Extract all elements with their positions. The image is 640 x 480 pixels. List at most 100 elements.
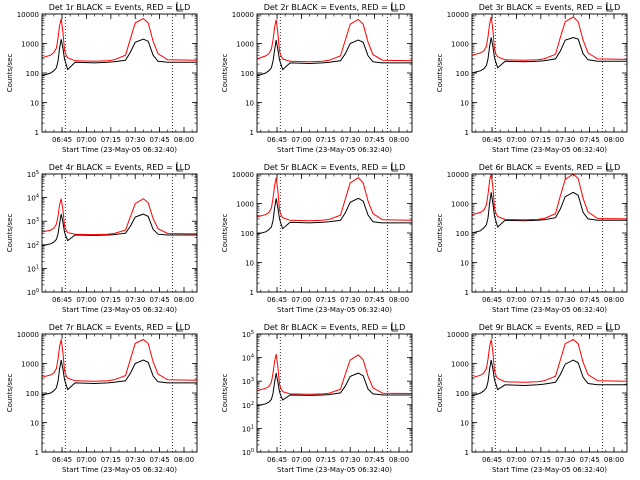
y-tick-label: 100	[456, 70, 469, 78]
corner-glyph-icon	[606, 322, 613, 332]
x-tick-label: 06:45	[52, 456, 72, 464]
series-events-line	[256, 197, 412, 235]
plot-frame	[41, 333, 198, 453]
corner-glyph-icon	[606, 162, 613, 172]
detector-panel-4: Det 4r BLACK = Events, RED = LLD 100 101 10…	[6, 162, 198, 314]
series-lld-line	[41, 17, 198, 62]
panel-title: Det 2r BLACK = Events, RED = LLD	[264, 3, 406, 12]
plot-frame	[41, 173, 198, 293]
detector-panel-8: Det 8r BLACK = Events, RED = LLD 100 101 10…	[221, 322, 413, 474]
y-tick-label: 10000	[232, 11, 254, 19]
series-events-line	[41, 213, 197, 247]
x-tick-label: 06:45	[52, 136, 72, 144]
x-tick-label: 08:00	[389, 456, 409, 464]
x-tick-label: 08:00	[174, 136, 194, 144]
detector-panel-7: Det 7r BLACK = Events, RED = LLD 1 10 100 10…	[6, 322, 198, 474]
detector-panel-3: Det 3r BLACK = Events, RED = LLD 1 10 100 10…	[436, 2, 628, 154]
x-tick-label: 07:30	[555, 456, 575, 464]
series-events-line	[41, 359, 197, 396]
x-tick-label: 07:15	[531, 296, 551, 304]
y-tick-label: 102	[242, 401, 254, 410]
y-axis-label: Counts/sec	[6, 54, 14, 93]
corner-glyph-icon	[176, 322, 183, 332]
x-tick-label: 07:00	[506, 136, 526, 144]
x-axis-label: Start Time (23-May-05 06:32:40)	[277, 306, 392, 314]
y-axis-label: Counts/sec	[436, 214, 444, 253]
x-tick-label: 07:45	[365, 136, 385, 144]
series-lld-line	[256, 177, 413, 222]
x-tick-label: 07:15	[531, 136, 551, 144]
y-tick-label: 104	[27, 194, 39, 203]
panel-title: Det 8r BLACK = Events, RED = LLD	[264, 323, 406, 332]
panel-title: Det 7r BLACK = Events, RED = LLD	[49, 323, 191, 332]
y-tick-label: 101	[242, 424, 254, 433]
x-axis-label: Start Time (23-May-05 06:32:40)	[62, 146, 177, 154]
x-axis-label: Start Time (23-May-05 06:32:40)	[277, 466, 392, 474]
x-axis-label: Start Time (23-May-05 06:32:40)	[492, 146, 607, 154]
detector-panel-9: Det 9r BLACK = Events, RED = LLD 1 10 100 10…	[436, 322, 628, 474]
y-tick-label: 10	[30, 100, 39, 108]
x-tick-label: 08:00	[604, 296, 624, 304]
x-tick-label: 07:00	[506, 296, 526, 304]
panel-title: Det 6r BLACK = Events, RED = LLD	[479, 163, 621, 172]
x-tick-label: 07:15	[316, 136, 336, 144]
y-tick-label: 100	[456, 390, 469, 398]
y-axis-label: Counts/sec	[221, 214, 229, 253]
x-tick-label: 08:00	[389, 296, 409, 304]
x-tick-label: 07:15	[101, 296, 121, 304]
series-events-line	[256, 39, 412, 77]
series-events-line	[471, 36, 627, 74]
y-axis-label: Counts/sec	[436, 374, 444, 413]
x-tick-label: 07:30	[340, 136, 360, 144]
y-tick-label: 100	[456, 230, 469, 238]
x-axis-label: Start Time (23-May-05 06:32:40)	[62, 466, 177, 474]
x-tick-label: 06:45	[52, 296, 72, 304]
y-tick-label: 10000	[447, 331, 469, 339]
x-tick-label: 07:00	[506, 456, 526, 464]
y-tick-label: 1	[465, 449, 469, 457]
plot-frame	[471, 333, 628, 453]
plot-frame	[256, 173, 413, 293]
y-tick-label: 100	[241, 70, 254, 78]
series-lld-line	[41, 198, 198, 236]
x-tick-label: 07:00	[291, 296, 311, 304]
y-tick-label: 101	[27, 264, 39, 273]
x-tick-label: 08:00	[174, 296, 194, 304]
x-tick-label: 07:45	[150, 136, 170, 144]
y-axis-label: Counts/sec	[221, 54, 229, 93]
x-tick-label: 07:00	[291, 456, 311, 464]
y-tick-label: 10	[460, 420, 469, 428]
y-tick-label: 100	[241, 230, 254, 238]
y-axis-label: Counts/sec	[221, 374, 229, 413]
y-tick-label: 100	[26, 390, 39, 398]
x-tick-label: 07:15	[316, 456, 336, 464]
y-tick-label: 1000	[21, 361, 39, 369]
x-tick-label: 06:45	[482, 136, 502, 144]
plot-frame	[256, 333, 413, 453]
y-tick-label: 1	[250, 289, 254, 297]
y-tick-label: 1000	[236, 201, 254, 209]
x-tick-label: 07:30	[555, 136, 575, 144]
y-axis-label: Counts/sec	[6, 374, 14, 413]
y-tick-label: 102	[27, 241, 39, 250]
series-lld-line	[256, 354, 413, 395]
x-tick-label: 07:45	[150, 456, 170, 464]
series-lld-line	[471, 173, 628, 221]
y-tick-label: 10000	[17, 11, 39, 19]
corner-glyph-icon	[176, 162, 183, 172]
y-tick-label: 1	[465, 129, 469, 137]
x-tick-label: 07:45	[365, 456, 385, 464]
corner-glyph-icon	[391, 162, 398, 172]
detector-panel-1: Det 1r BLACK = Events, RED = LLD 1 10 100 10…	[6, 2, 198, 154]
y-tick-label: 10	[245, 260, 254, 268]
x-tick-label: 07:45	[580, 296, 600, 304]
series-events-line	[471, 191, 627, 234]
y-tick-label: 1	[35, 449, 39, 457]
x-tick-label: 06:45	[267, 456, 287, 464]
panel-title: Det 1r BLACK = Events, RED = LLD	[49, 3, 191, 12]
series-lld-line	[471, 338, 628, 383]
x-tick-label: 07:00	[76, 456, 96, 464]
series-events-line	[256, 372, 412, 407]
series-lld-line	[256, 18, 413, 63]
y-tick-label: 105	[242, 330, 254, 339]
